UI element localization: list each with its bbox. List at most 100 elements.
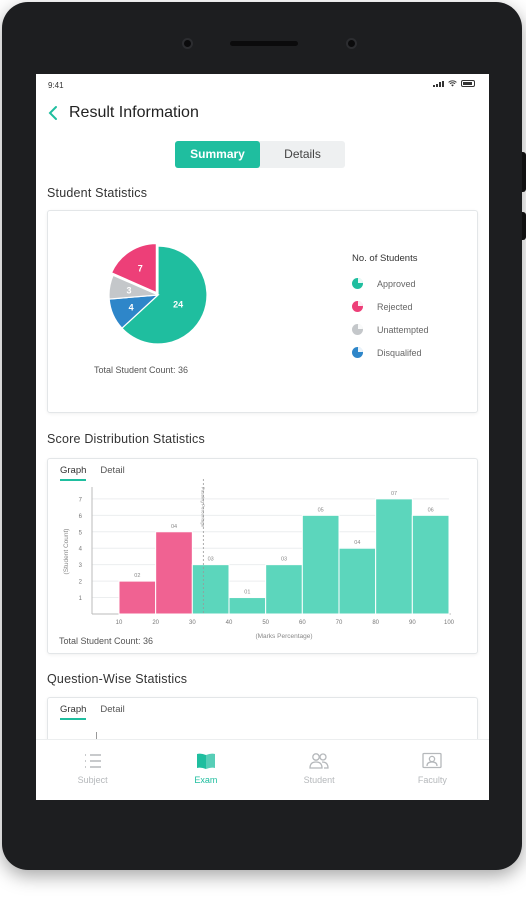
histogram-bar [301,514,340,615]
y-tick-label: 7 [79,497,83,503]
book-icon [196,753,215,769]
pie-label-disqualifed: 4 [129,302,134,312]
legend-swatch-icon [352,347,363,358]
score-detail-tab[interactable]: Detail [100,465,125,476]
y-tick-label: 3 [79,563,83,569]
status-time: 9:41 [48,81,64,90]
front-camera [182,38,193,49]
legend-label: Disqualifed [377,347,422,358]
x-tick-label: 10 [116,620,123,626]
nav-subject-label: Subject [77,775,108,785]
wifi-icon [448,80,457,87]
histogram-bar [191,564,230,615]
pie-slice-unattempted [108,274,159,300]
faculty-icon [422,752,443,769]
score-histogram: 1 2 3 4 5 6 7 (Student Count) 02 04 03 01 03 05 04 07 06… [63,479,455,640]
score-distribution-title: Score Distribution Statistics [47,432,205,446]
pie-slice-approved [121,245,208,345]
legend-item-disqualifed: Disqualifed [352,341,429,364]
bar-value-label: 06 [428,507,434,513]
histogram-bar [155,531,193,615]
question-detail-tab[interactable]: Detail [100,704,125,715]
nav-exam-label: Exam [194,775,218,785]
histogram-bar [265,564,303,615]
legend-label: Approved [377,278,416,289]
pie-label-unattempted: 3 [126,286,131,296]
x-axis-label: (Marks Percentage) [255,633,312,640]
question-tabs: Graph Detail [60,704,125,720]
status-bar: 9:41 [36,74,489,96]
speaker-grille [230,41,298,46]
histogram-bar [338,547,377,615]
legend-item-rejected: Rejected [352,295,429,318]
proximity-sensor [346,38,357,49]
y-tick-label: 6 [79,514,83,520]
volume-button [522,212,526,240]
bar-value-label: 02 [134,573,140,579]
legend-label: Rejected [377,301,413,312]
legend-item-unattempted: Unattempted [352,318,429,341]
histogram-total-count: Total Student Count: 36 [59,636,154,646]
legend-swatch-icon [352,301,363,312]
histogram-bar [375,498,413,615]
question-wise-title: Question-Wise Statistics [47,672,188,686]
y-tick-label: 4 [79,547,83,553]
pie-legend: No. of Students Approved Rejected Unattemp… [352,253,429,364]
battery-icon [461,80,475,87]
x-tick-label: 30 [189,620,196,626]
x-tick-label: 70 [336,620,343,626]
nav-exam[interactable]: Exam [149,740,262,800]
back-chevron-icon[interactable] [46,104,62,122]
pie-label-rejected: 7 [138,263,143,273]
bar-value-label: 03 [208,557,214,563]
x-tick-label: 40 [226,620,233,626]
app-screen: 9:41 Result Information Summary Details … [36,74,489,800]
list-icon [84,754,101,768]
bar-value-label: 01 [244,590,250,596]
nav-faculty[interactable]: Faculty [376,740,489,800]
x-tick-label: 100 [444,620,455,626]
student-statistics-title: Student Statistics [47,186,148,200]
x-tick-label: 60 [299,620,306,626]
bar-value-label: 04 [354,540,360,546]
details-tab[interactable]: Details [284,147,321,161]
bar-value-label: 03 [281,557,287,563]
y-axis-label: (Student Count) [63,529,70,575]
bar-value-label: 05 [318,507,324,513]
nav-student[interactable]: Student [263,740,376,800]
score-distribution-card: Graph Detail 1 2 3 4 5 6 7 (Student Count) 02 04 0… [47,458,478,654]
y-tick-label: 1 [79,596,83,602]
bar-value-label: 04 [171,524,177,530]
legend-label: Unattempted [377,324,429,335]
question-axis [96,732,97,744]
histogram-bar [118,580,157,615]
pie-slice-rejected [110,242,157,294]
x-tick-label: 90 [409,620,416,626]
legend-swatch-icon [352,324,363,335]
score-graph-tab[interactable]: Graph [60,465,87,481]
histogram-bar [228,597,267,615]
question-graph-tab[interactable]: Graph [60,704,87,720]
y-tick-label: 2 [79,580,83,586]
people-icon [309,753,329,769]
student-pie-chart: 24 4 3 7 [108,242,208,345]
student-statistics-card: 24 4 3 7 Total Student Count: 36 No. of Stu… [47,210,478,413]
nav-faculty-label: Faculty [417,775,447,785]
histogram-bar [411,514,450,615]
x-tick-label: 20 [152,620,159,626]
score-tabs: Graph Detail [60,465,125,481]
summary-tab[interactable]: Summary [175,141,260,168]
page-title: Result Information [69,104,199,121]
pie-label-approved: 24 [173,299,183,309]
signal-icon [433,81,444,87]
y-tick-label: 5 [79,530,83,536]
legend-title: No. of Students [352,253,418,264]
nav-student-label: Student [303,775,335,785]
summary-details-toggle: Summary Details [175,141,345,168]
status-icons [433,80,475,87]
x-tick-label: 50 [262,620,269,626]
nav-subject[interactable]: Subject [36,740,149,800]
legend-swatch-icon [352,278,363,289]
bottom-navigation: Subject Exam Student [36,739,489,800]
legend-item-approved: Approved [352,272,429,295]
